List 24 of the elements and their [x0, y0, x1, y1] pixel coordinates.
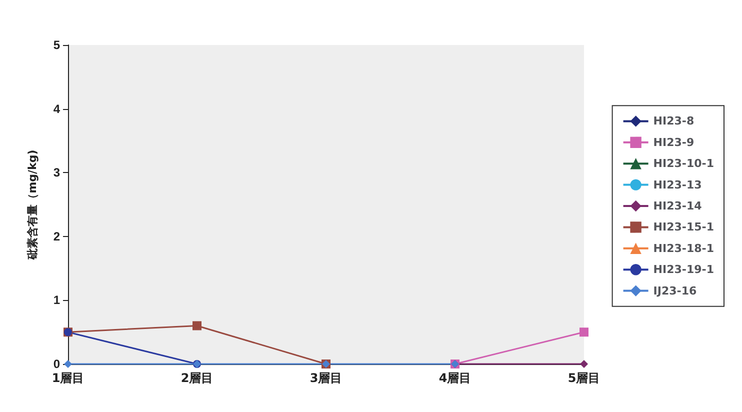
legend-label: IJ23-16 [653, 284, 698, 298]
point [580, 328, 588, 337]
y-tick-label: 1 [53, 293, 60, 308]
y-tick-label: 5 [53, 38, 60, 52]
legend-label: HI23-14 [653, 200, 702, 212]
y-tick-label: 3 [53, 166, 60, 180]
legend-label: HI23-13 [653, 178, 702, 192]
y-tick-label: 2 [53, 229, 60, 244]
legend-label: HI23-8 [653, 114, 694, 128]
legend-label: HI23-10-1 [653, 157, 714, 170]
legend-label: HI23-9 [653, 136, 694, 149]
point [580, 360, 588, 368]
y-tick-label: 4 [53, 102, 60, 116]
x-tick-label: 3層目 [310, 371, 342, 385]
x-tick-label: 4層目 [438, 371, 472, 385]
legend-label: HI23-15-1 [653, 220, 714, 234]
x-tick-label: 1層目 [52, 371, 84, 385]
point [192, 321, 202, 330]
legend-label: HI23-18-1 [653, 242, 714, 255]
y-axis-title: 砒素含有量（mg/kg) [26, 150, 39, 260]
x-tick-label: 5層目 [568, 371, 600, 385]
x-tick-label: 2層目 [180, 371, 214, 385]
legend-label: HI23-19-1 [653, 263, 714, 276]
y-tick-label: 0 [53, 357, 60, 371]
